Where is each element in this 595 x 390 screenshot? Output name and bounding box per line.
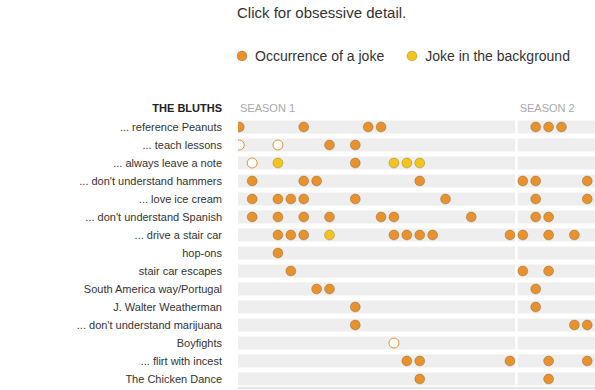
html-text:Occurrence of a joke: Occurrence of a joke xyxy=(255,48,385,64)
html-text:THE BLUTHS: THE BLUTHS xyxy=(152,102,222,114)
svg-text:... don't understand Spanish: ... don't understand Spanish xyxy=(85,211,222,223)
html-text:SEASON 2: SEASON 2 xyxy=(519,102,575,114)
svg-text:stair car escapes: stair car escapes xyxy=(139,265,223,277)
svg-text:J. Walter Weatherman: J. Walter Weatherman xyxy=(113,301,222,313)
svg-text:The Chicken Dance: The Chicken Dance xyxy=(125,373,222,385)
svg-text:hop-ons: hop-ons xyxy=(182,247,222,259)
svg-text:... teach lessons: ... teach lessons xyxy=(143,139,223,151)
svg-text:... flirt with incest: ... flirt with incest xyxy=(141,355,222,367)
svg-text:... love ice cream: ... love ice cream xyxy=(139,193,222,205)
svg-text:Boyfights: Boyfights xyxy=(177,337,223,349)
svg-text:... always leave a note: ... always leave a note xyxy=(113,157,222,169)
html-text:Click for obsessive detail.: Click for obsessive detail. xyxy=(237,4,407,21)
svg-text:... don't understand marijuana: ... don't understand marijuana xyxy=(77,319,223,331)
svg-text:... reference Peanuts: ... reference Peanuts xyxy=(120,121,223,133)
html-text:SEASON 1: SEASON 1 xyxy=(240,102,295,114)
svg-text:South America way/Portugal: South America way/Portugal xyxy=(84,283,222,295)
svg-text:... don't understand hammers: ... don't understand hammers xyxy=(79,175,222,187)
html-text:Joke in the background: Joke in the background xyxy=(425,48,570,64)
svg-text:... drive a stair car: ... drive a stair car xyxy=(135,229,223,241)
